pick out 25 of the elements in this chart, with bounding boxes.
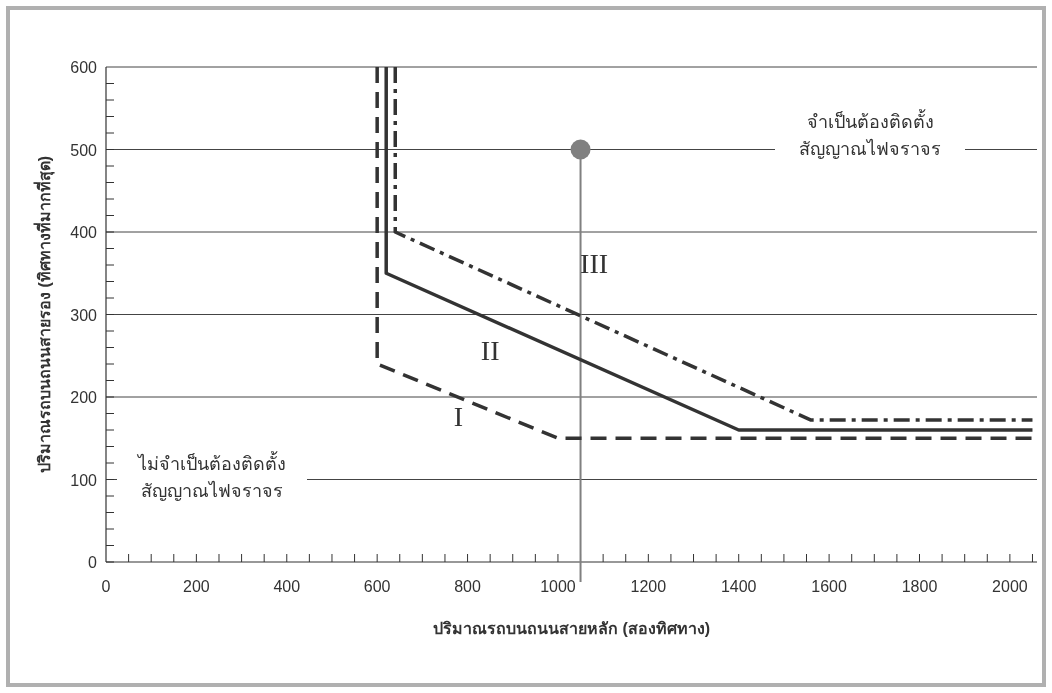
x-tick-label: 400: [273, 578, 301, 595]
y-tick-label: 0: [88, 554, 98, 571]
x-tick-label: 2000: [992, 578, 1028, 595]
x-axis-title: ปริมาณรถบนถนนสายหลัก (สองทิศทาง): [432, 620, 711, 637]
y-axis-title: ปริมาณรถบนถนนสายรอง (ทิศทางที่มากที่สุด): [33, 155, 55, 474]
x-tick-label: 1200: [630, 578, 667, 595]
annotation: ไม่จำเป็นต้องติดตั้ง สัญญาณไฟจราจร: [136, 451, 286, 501]
annotation: III: [580, 248, 609, 280]
annotation: จำเป็นต้องติดตั้ง สัญญาณไฟจราจร: [799, 109, 941, 159]
y-tick-label: 600: [70, 59, 98, 76]
annotation: I: [453, 400, 464, 432]
annotation: II: [480, 334, 500, 366]
x-tick-label: 600: [363, 578, 391, 595]
x-tick-label: 1400: [720, 578, 757, 595]
y-tick-label: 400: [70, 224, 98, 241]
y-tick-label: 100: [70, 471, 98, 489]
y-tick-label: 200: [70, 389, 98, 406]
x-tick-label: 800: [454, 578, 481, 595]
y-tick-label: 500: [70, 141, 98, 159]
x-tick-label: 0: [101, 578, 111, 595]
y-tick-label: 300: [70, 306, 98, 324]
x-tick-label: 1800: [901, 578, 938, 595]
x-tick-label: 1600: [811, 578, 848, 595]
x-tick-label: 200: [183, 578, 210, 595]
x-tick-label: 1000: [540, 578, 576, 595]
